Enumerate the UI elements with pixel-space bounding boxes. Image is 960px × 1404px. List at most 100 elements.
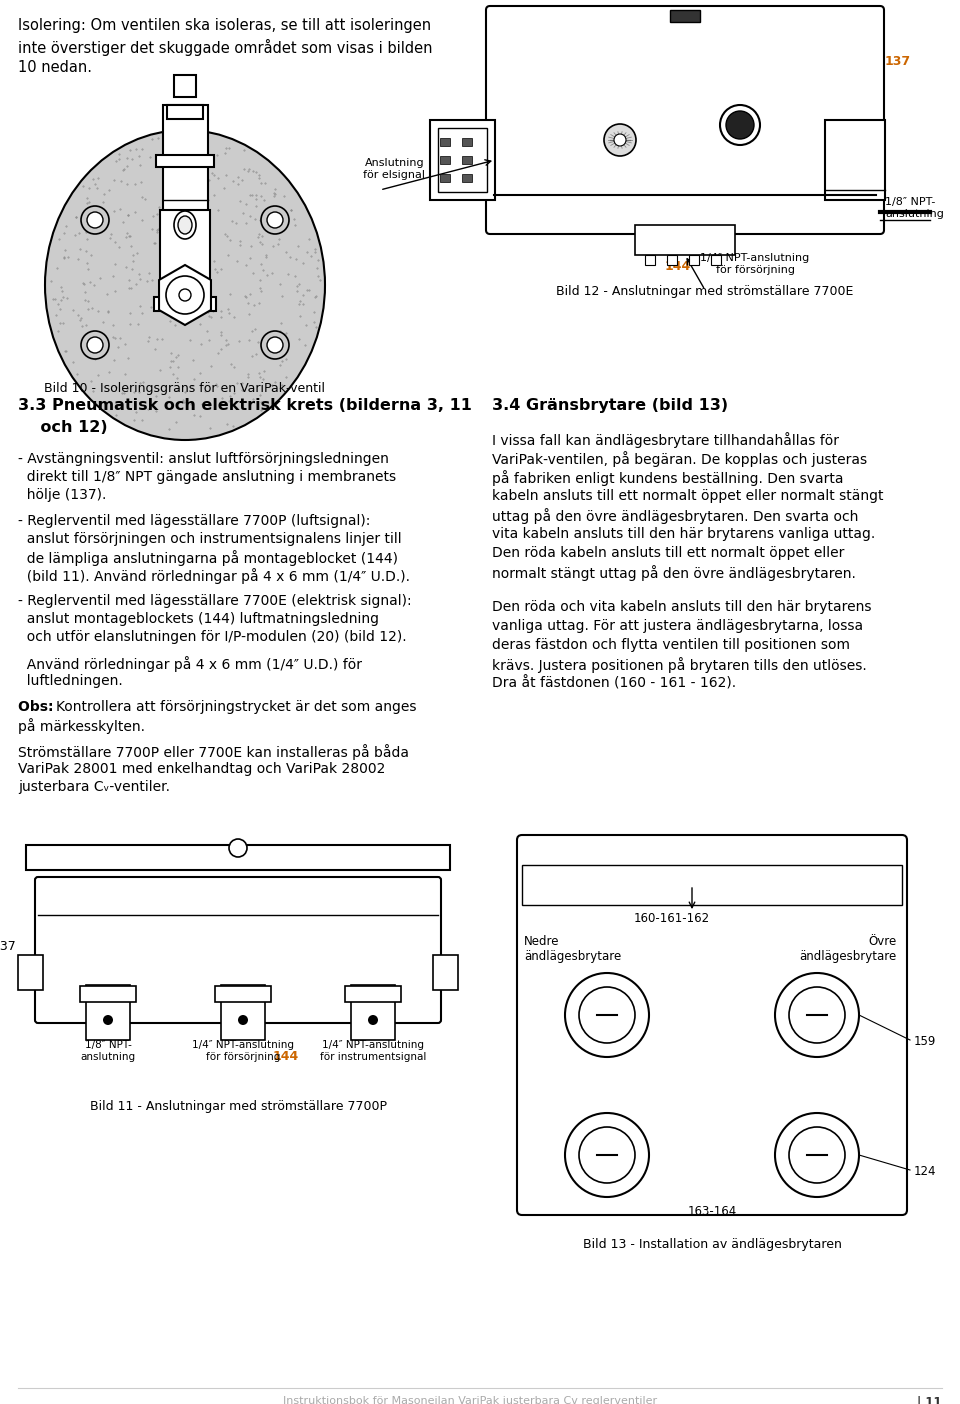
Circle shape	[775, 973, 859, 1057]
Text: 3.4 Gränsbrytare (bild 13): 3.4 Gränsbrytare (bild 13)	[492, 397, 728, 413]
Text: normalt stängt uttag på den övre ändlägesbrytaren.: normalt stängt uttag på den övre ändläge…	[492, 564, 856, 581]
Circle shape	[726, 111, 754, 139]
Text: luftledningen.: luftledningen.	[18, 674, 123, 688]
Polygon shape	[159, 265, 211, 324]
Circle shape	[81, 206, 109, 234]
Circle shape	[87, 337, 103, 352]
Bar	[440, 174, 450, 183]
Text: 3.3 Pneumatisk och elektrisk krets (bilderna 3, 11: 3.3 Pneumatisk och elektrisk krets (bild…	[18, 397, 472, 413]
Text: Strömställare 7700P eller 7700E kan installeras på båda: Strömställare 7700P eller 7700E kan inst…	[18, 744, 409, 760]
Bar	[670, 10, 700, 22]
Circle shape	[166, 277, 204, 314]
Text: 10 nedan.: 10 nedan.	[18, 60, 92, 74]
Text: och utför elanslutningen för I/P-modulen (20) (bild 12).: och utför elanslutningen för I/P-modulen…	[18, 630, 407, 644]
Text: Använd rörledningar på 4 x 6 mm (1/4″ U.D.) för: Använd rörledningar på 4 x 6 mm (1/4″ U.…	[18, 656, 362, 673]
Bar	[154, 298, 216, 312]
Text: (bild 11). Använd rörledningar på 4 x 6 mm (1/4″ U.D.).: (bild 11). Använd rörledningar på 4 x 6 …	[18, 569, 410, 584]
Bar	[440, 138, 450, 146]
Text: inte överstiger det skuggade området som visas i bilden: inte överstiger det skuggade området som…	[18, 39, 433, 56]
Text: Den röda kabeln ansluts till ett normalt öppet eller: Den röda kabeln ansluts till ett normalt…	[492, 546, 845, 560]
Bar	[156, 154, 214, 167]
Circle shape	[261, 206, 289, 234]
Bar	[667, 256, 677, 265]
Circle shape	[267, 337, 283, 352]
Circle shape	[614, 133, 626, 146]
Text: Anslutning
för elsignal: Anslutning för elsignal	[363, 159, 425, 180]
FancyBboxPatch shape	[35, 878, 441, 1024]
Text: och 12): och 12)	[18, 420, 108, 435]
Text: 163-164: 163-164	[687, 1205, 736, 1219]
Circle shape	[229, 840, 247, 856]
Bar	[162, 105, 207, 305]
Text: - Reglerventil med lägesställare 7700P (luftsignal):: - Reglerventil med lägesställare 7700P (…	[18, 514, 371, 528]
FancyBboxPatch shape	[486, 6, 884, 234]
Text: 144: 144	[273, 1050, 300, 1063]
Text: 1/8″ NPT-
anslutning: 1/8″ NPT- anslutning	[885, 197, 944, 219]
Text: vita kabeln ansluts till den här brytarens vanliga uttag.: vita kabeln ansluts till den här brytare…	[492, 526, 876, 541]
Circle shape	[789, 1127, 845, 1184]
Circle shape	[87, 212, 103, 227]
Text: 137: 137	[0, 941, 16, 953]
Circle shape	[103, 1015, 113, 1025]
Text: Dra åt fästdonen (160 - 161 - 162).: Dra åt fästdonen (160 - 161 - 162).	[492, 675, 736, 691]
Text: VariPak-ventilen, på begäran. De kopplas och justeras: VariPak-ventilen, på begäran. De kopplas…	[492, 451, 867, 468]
Text: anslut försörjningen och instrumentsignalens linjer till: anslut försörjningen och instrumentsigna…	[18, 532, 401, 546]
Bar	[86, 986, 130, 1040]
Bar	[160, 211, 210, 305]
Bar	[711, 256, 721, 265]
Text: 124: 124	[914, 1165, 937, 1178]
Bar	[215, 986, 271, 1002]
Bar	[351, 986, 395, 1040]
Circle shape	[604, 124, 636, 156]
Text: Obs:: Obs:	[18, 701, 59, 715]
Bar	[433, 955, 458, 990]
Text: VariPak 28001 med enkelhandtag och VariPak 28002: VariPak 28001 med enkelhandtag och VariP…	[18, 762, 385, 776]
Text: kabeln ansluts till ett normalt öppet eller normalt stängt: kabeln ansluts till ett normalt öppet el…	[492, 489, 883, 503]
Circle shape	[565, 973, 649, 1057]
Bar	[438, 128, 487, 192]
Circle shape	[720, 105, 760, 145]
Text: 1/8″ NPT-
anslutning: 1/8″ NPT- anslutning	[81, 1040, 135, 1061]
Circle shape	[579, 987, 635, 1043]
Text: - Reglerventil med lägesställare 7700E (elektrisk signal):: - Reglerventil med lägesställare 7700E (…	[18, 594, 412, 608]
Bar	[167, 105, 203, 119]
Circle shape	[238, 1015, 248, 1025]
Text: justerbara Cᵥ-ventiler.: justerbara Cᵥ-ventiler.	[18, 781, 170, 795]
Bar	[462, 174, 472, 183]
Text: 137: 137	[885, 55, 911, 67]
Text: 160-161-162: 160-161-162	[634, 913, 710, 925]
Bar	[645, 256, 655, 265]
Text: Den röda och vita kabeln ansluts till den här brytarens: Den röda och vita kabeln ansluts till de…	[492, 600, 872, 614]
Circle shape	[81, 331, 109, 359]
Text: 1/4″ NPT-anslutning
för försörjning: 1/4″ NPT-anslutning för försörjning	[192, 1040, 294, 1061]
Ellipse shape	[174, 211, 196, 239]
Ellipse shape	[178, 216, 192, 234]
Text: I vissa fall kan ändlägesbrytare tillhandahållas för: I vissa fall kan ändlägesbrytare tillhan…	[492, 432, 839, 448]
Text: Nedre
ändlägesbrytare: Nedre ändlägesbrytare	[524, 935, 621, 963]
Ellipse shape	[45, 131, 325, 439]
Bar	[430, 119, 495, 199]
Circle shape	[179, 289, 191, 300]
Text: Bild 12 - Anslutningar med strömställare 7700E: Bild 12 - Anslutningar med strömställare…	[556, 285, 853, 298]
Bar	[440, 156, 450, 164]
Text: 1/4″ NPT-anslutning
för försörjning: 1/4″ NPT-anslutning för försörjning	[701, 253, 809, 275]
Bar	[522, 865, 902, 906]
Bar	[345, 986, 401, 1002]
Text: de lämpliga anslutningarna på montageblocket (144): de lämpliga anslutningarna på montageblo…	[18, 550, 398, 566]
Circle shape	[565, 1113, 649, 1198]
Bar	[689, 256, 699, 265]
Circle shape	[775, 1113, 859, 1198]
Text: anslut montageblockets (144) luftmatningsledning: anslut montageblockets (144) luftmatning…	[18, 612, 379, 626]
Text: hölje (137).: hölje (137).	[18, 489, 107, 503]
Text: på märkesskylten.: på märkesskylten.	[18, 717, 145, 734]
Bar	[174, 74, 196, 97]
Circle shape	[579, 1127, 635, 1184]
Bar	[18, 955, 43, 990]
Text: vanliga uttag. För att justera ändlägesbrytarna, lossa: vanliga uttag. För att justera ändlägesb…	[492, 619, 863, 633]
Circle shape	[368, 1015, 378, 1025]
Bar	[221, 986, 265, 1040]
Text: Övre
ändlägesbrytare: Övre ändlägesbrytare	[800, 935, 897, 963]
Bar	[80, 986, 136, 1002]
Text: Bild 13 - Installation av ändlägesbrytaren: Bild 13 - Installation av ändlägesbrytar…	[583, 1238, 841, 1251]
Text: Kontrollera att försörjningstrycket är det som anges: Kontrollera att försörjningstrycket är d…	[56, 701, 417, 715]
